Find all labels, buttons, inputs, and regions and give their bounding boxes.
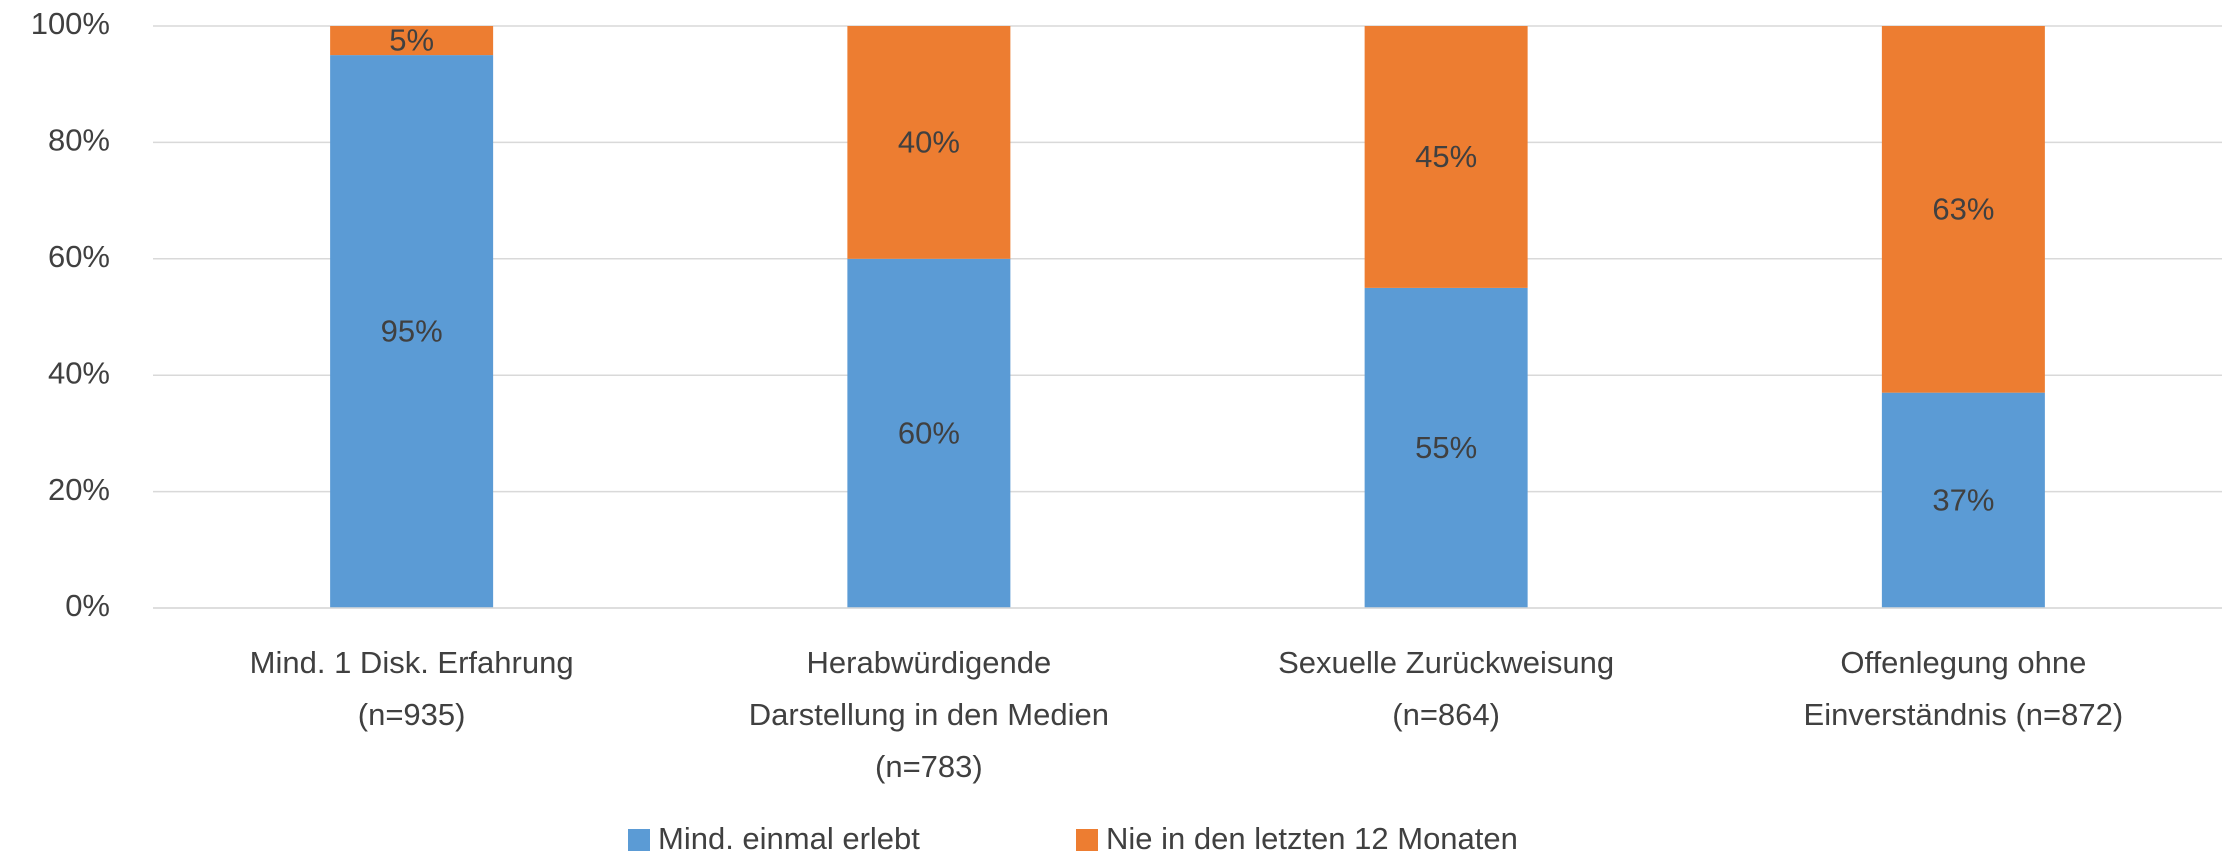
legend-label: Nie in den letzten 12 Monaten (1106, 821, 1518, 856)
bar-segment (847, 258, 1011, 608)
data-label: 60% (898, 416, 960, 451)
legend-swatch (628, 829, 650, 851)
bar-segment (847, 26, 1011, 259)
data-label: 5% (389, 23, 434, 58)
bar-segment (1364, 26, 1528, 288)
bar-segment (330, 26, 494, 56)
bar-segment (1364, 287, 1528, 608)
bar-segment (1881, 392, 2045, 608)
x-tick-label: Offenlegung ohne Einverständnis (n=872) (1803, 645, 2124, 732)
legend-swatch (1076, 829, 1098, 851)
y-tick-label: 40% (48, 355, 110, 390)
bar-segment (330, 55, 494, 609)
legend-label: Mind. einmal erlebt (658, 821, 920, 856)
y-tick-label: 80% (48, 123, 110, 158)
data-label: 45% (1415, 139, 1477, 174)
data-label: 55% (1415, 430, 1477, 465)
y-tick-label: 60% (48, 239, 110, 274)
data-label: 63% (1932, 192, 1994, 227)
bar-segment (1881, 26, 2045, 393)
data-label: 37% (1932, 483, 1994, 518)
x-tick-label: Mind. 1 Disk. Erfahrung (n=935) (249, 645, 574, 732)
y-tick-label: 100% (31, 6, 110, 41)
data-label: 95% (381, 314, 443, 349)
x-tick-label: Herabwürdigende Darstellung in den Medie… (748, 645, 1109, 784)
x-tick-label: Sexuelle Zurückweisung (n=864) (1278, 645, 1615, 732)
data-label: 40% (898, 125, 960, 160)
y-tick-label: 20% (48, 472, 110, 507)
y-tick-label: 0% (65, 588, 110, 623)
